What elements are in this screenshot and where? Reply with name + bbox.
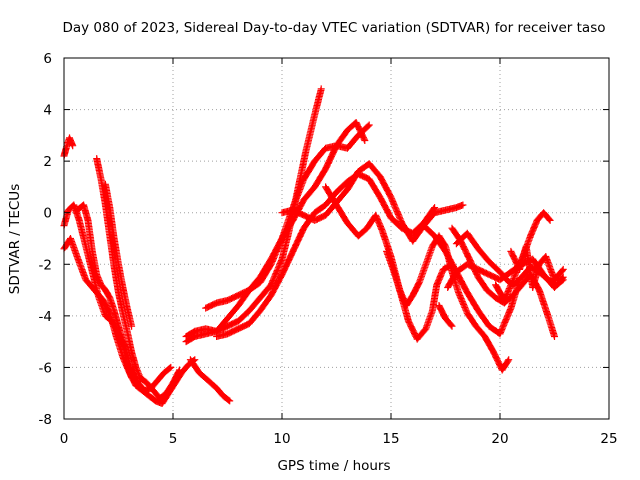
series-track-6 [101,180,136,330]
chart-title: Day 080 of 2023, Sidereal Day-to-day VTE… [62,20,605,36]
x-axis-label: GPS time / hours [277,458,390,474]
series-track-12 [278,160,467,245]
grid [64,58,609,419]
y-tick-label: 2 [43,154,52,170]
series-track-16 [420,222,524,338]
x-tick-label: 0 [60,431,69,447]
y-tick-label: 4 [43,103,52,119]
series-track-7 [186,356,234,405]
series-markers [420,222,524,338]
series-markers [182,121,373,346]
series-markers [60,134,77,160]
series-track-10 [202,119,369,312]
x-tick-label: 20 [491,431,508,447]
y-tick-label: -8 [39,412,52,428]
y-tick-label: -2 [39,257,52,273]
series-markers [435,302,456,330]
series-track-1 [60,134,77,160]
series-track-4 [73,201,136,382]
y-tick-label: 6 [43,51,52,67]
y-tick-label: 0 [43,206,52,222]
series-markers [186,356,234,405]
x-tick-label: 5 [169,431,178,447]
series-track-21 [507,242,567,291]
series-markers [60,201,175,395]
series-track-15 [435,302,456,330]
y-tick-label: -4 [39,309,52,325]
y-axis-label: SDTVAR / TECUs [7,184,23,294]
series-track-9 [182,121,373,346]
plot-frame [63,57,610,420]
series-markers [101,180,136,330]
series-markers [278,160,467,245]
x-tick-label: 25 [600,431,617,447]
x-tick-label: 10 [273,431,290,447]
data-points [60,85,567,407]
series-markers [507,242,567,291]
series-markers [73,201,136,382]
x-tick-label: 15 [382,431,399,447]
series-track-3 [60,201,175,395]
series-markers [202,119,369,312]
y-tick-label: -6 [39,360,52,376]
series-markers [93,155,183,402]
series-track-5 [93,155,183,402]
axis-ticks: 0 5 10 15 20 25 -8 -6 -4 -2 0 2 4 6 [39,51,618,447]
